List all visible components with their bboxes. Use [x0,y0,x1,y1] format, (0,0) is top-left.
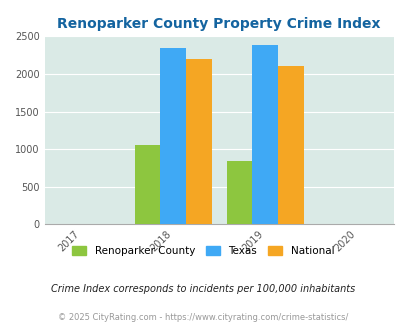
Bar [226,161,252,224]
Text: © 2025 CityRating.com - https://www.cityrating.com/crime-statistics/: © 2025 CityRating.com - https://www.city… [58,313,347,322]
Title: Renoparker County Property Crime Index: Renoparker County Property Crime Index [58,17,380,31]
Legend: Renoparker County, Texas, National: Renoparker County, Texas, National [68,242,337,260]
Bar [186,59,211,224]
Bar [252,45,277,224]
Text: Crime Index corresponds to incidents per 100,000 inhabitants: Crime Index corresponds to incidents per… [51,284,354,294]
Bar [160,48,186,224]
Bar [277,66,303,224]
Bar [134,145,160,224]
